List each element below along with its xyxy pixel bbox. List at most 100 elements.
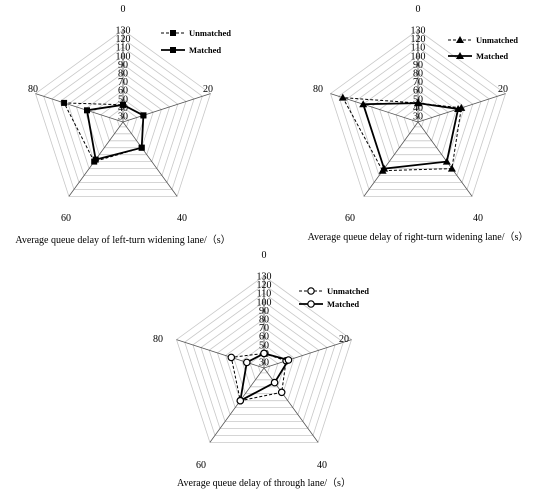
radial-tick-label: 80 [413, 69, 423, 80]
radial-tick-label: 80 [118, 69, 128, 80]
grid-ring [216, 318, 312, 409]
radar-chart-2: 30405060708090100110120130020406080Unmat… [153, 250, 369, 489]
series-matched-line [361, 102, 460, 170]
radial-tick-label: 50 [259, 340, 269, 351]
axis-label: 20 [498, 84, 508, 95]
grid-ring [233, 335, 295, 395]
grid-ring [257, 361, 271, 374]
series-unmatched-line [63, 102, 144, 163]
data-point-unmatched [61, 99, 68, 106]
radial-tick-label: 100 [116, 51, 131, 62]
legend-marker [307, 287, 315, 295]
radial-tick-label: 70 [118, 77, 128, 88]
axis-label: 20 [203, 84, 213, 95]
data-point-unmatched [338, 93, 347, 101]
data-point-matched [138, 144, 145, 151]
grid-ring [108, 106, 138, 135]
axis-label: 40 [177, 213, 187, 224]
radial-tick-label: 30 [413, 112, 423, 123]
radial-tick-label: 120 [116, 34, 131, 45]
grid-ring [395, 98, 441, 142]
data-point-matched [236, 396, 245, 405]
legend-entry: Unmatched [189, 28, 231, 38]
axis-spoke [263, 367, 319, 443]
grid-ring [387, 89, 449, 149]
data-point-matched [359, 100, 368, 108]
radial-tick-label: 130 [411, 26, 426, 37]
axis-label: 60 [61, 213, 71, 224]
radial-tick-label: 120 [411, 34, 426, 45]
axis-label: 0 [416, 4, 421, 15]
grid-ring [354, 55, 482, 177]
data-point-matched [442, 157, 451, 165]
data-point-matched [243, 358, 251, 367]
grid-ring [75, 72, 171, 163]
axis-spoke [176, 339, 265, 369]
grid-ring [67, 63, 179, 170]
radial-tick-label: 60 [118, 86, 128, 97]
data-point-matched [414, 99, 422, 107]
legend-marker [456, 36, 464, 43]
grid-ring [370, 72, 466, 163]
data-point-unmatched [447, 164, 456, 172]
grid-ring [403, 106, 433, 135]
axis-spoke [417, 121, 473, 197]
axis-label: 60 [196, 460, 206, 471]
grid-ring [51, 46, 195, 183]
radial-tick-label: 60 [413, 86, 423, 97]
legend-entry: Matched [327, 299, 359, 309]
data-point-unmatched [227, 353, 236, 362]
radial-tick-label: 100 [257, 297, 272, 308]
legend-marker [170, 30, 176, 36]
axis-spoke [209, 367, 265, 443]
grid-ring [330, 29, 506, 197]
axis-spoke [263, 339, 352, 369]
grid-ring [200, 301, 328, 423]
grid-ring [208, 309, 320, 416]
axis-label: 20 [339, 334, 349, 345]
grid-ring [116, 115, 130, 128]
legend-entry: Unmatched [327, 286, 369, 296]
radial-tick-label: 30 [118, 112, 128, 123]
axis-label: 0 [121, 4, 126, 15]
radial-tick-label: 50 [118, 94, 128, 105]
axis-label: 60 [345, 213, 355, 224]
radial-tick-label: 110 [116, 43, 131, 54]
data-point-matched [284, 356, 293, 364]
grid-ring [411, 115, 425, 128]
radial-tick-label: 120 [257, 280, 272, 291]
data-point-unmatched [277, 388, 286, 397]
radial-tick-label: 90 [413, 60, 423, 71]
grid-ring [379, 81, 457, 156]
grid-ring [338, 38, 498, 190]
radial-tick-label: 70 [259, 323, 269, 334]
chart-caption: Average queue delay of right-turn wideni… [308, 231, 529, 243]
grid-ring [84, 81, 162, 156]
data-point-matched [380, 164, 389, 172]
axis-label: 40 [317, 460, 327, 471]
radial-tick-label: 130 [257, 272, 272, 283]
radial-tick-label: 60 [259, 332, 269, 343]
grid-ring [249, 352, 279, 381]
axis-spoke [122, 121, 178, 197]
data-point-matched [140, 112, 147, 119]
grid-ring [192, 292, 336, 429]
axis-label: 0 [262, 250, 267, 261]
legend-entry: Matched [476, 51, 508, 61]
grid-ring [43, 38, 203, 190]
legend-marker [170, 47, 176, 53]
axis-spoke [363, 121, 419, 197]
axis-spoke [122, 93, 211, 123]
data-point-matched [120, 101, 126, 108]
chart-caption: Average queue delay of left-turn widenin… [15, 234, 230, 246]
radial-tick-label: 110 [257, 289, 272, 300]
axis-label: 80 [313, 84, 323, 95]
radial-tick-label: 30 [259, 358, 269, 369]
axis-label: 80 [153, 334, 163, 345]
grid-ring [184, 284, 344, 436]
series-unmatched-line [341, 97, 462, 172]
grid-ring [346, 46, 490, 183]
radar-chart-1: 30405060708090100110120130020406080Unmat… [308, 4, 529, 243]
radial-tick-label: 90 [259, 306, 269, 317]
legend-entry: Unmatched [476, 35, 518, 45]
